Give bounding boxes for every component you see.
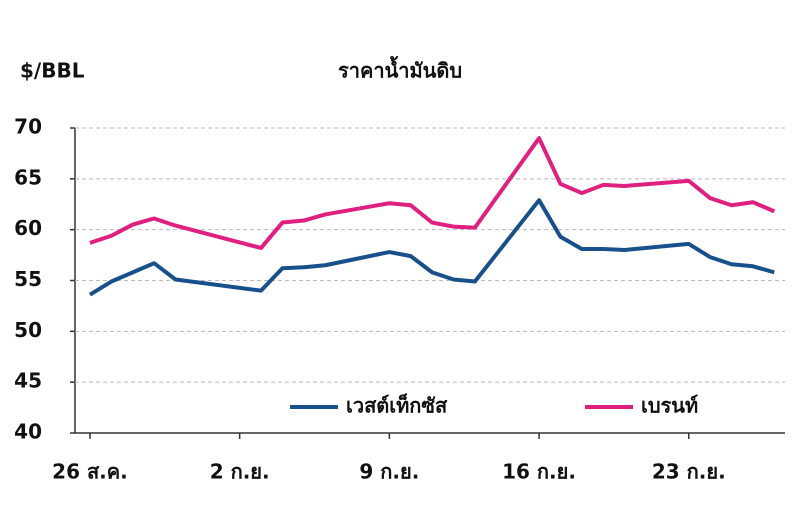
y-tick-label: 55 — [14, 267, 42, 291]
y-tick-label: 70 — [14, 115, 42, 139]
series-line — [88, 198, 775, 297]
x-tick-label: 9 ก.ย. — [359, 460, 419, 484]
x-tick-label: 16 ก.ย. — [502, 460, 576, 484]
y-tick-label: 40 — [14, 420, 42, 444]
chart-title: ราคาน้ำมันดิบ — [338, 56, 462, 83]
y-axis-label: $/BBL — [20, 59, 85, 83]
legend-label: เวสต์เท็กซัส — [346, 393, 448, 418]
series-line — [89, 136, 776, 250]
x-tick-label: 26 ส.ค. — [52, 460, 128, 484]
y-tick-label: 45 — [14, 369, 42, 393]
y-tick-label: 65 — [14, 165, 42, 189]
y-tick-label: 50 — [14, 318, 42, 342]
y-tick-label: 60 — [14, 216, 42, 240]
x-tick-label: 23 ก.ย. — [652, 460, 726, 484]
legend-label: เบรนท์ — [641, 394, 698, 418]
x-tick-label: 2 ก.ย. — [210, 460, 270, 484]
